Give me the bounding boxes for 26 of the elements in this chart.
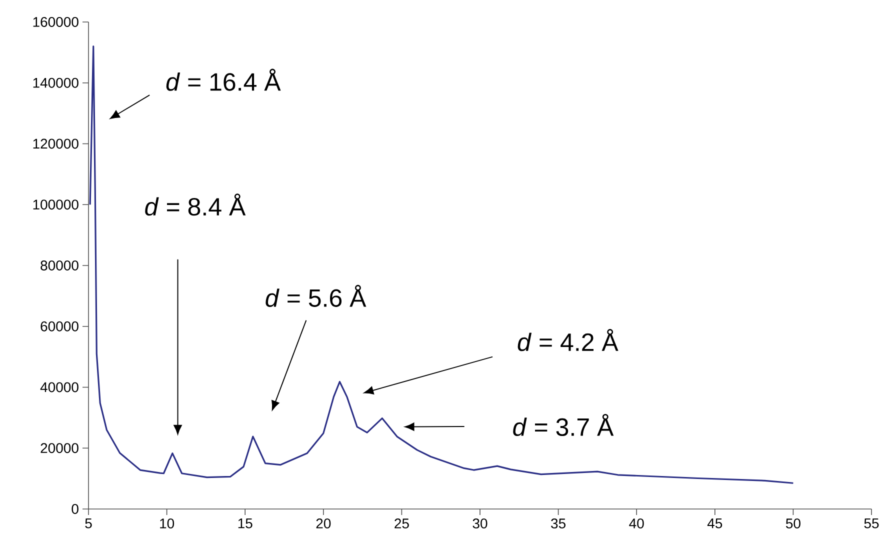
- y-tick-label: 0: [72, 504, 78, 514]
- annotation: d = 4.2 Å: [518, 329, 618, 352]
- x-tick-label: 50: [786, 518, 800, 528]
- annotation: d = 3.7 Å: [513, 414, 614, 436]
- x-tick-label: 30: [472, 518, 488, 528]
- y-tick-label: 100000: [33, 200, 78, 210]
- x-tick-label: 15: [238, 518, 252, 528]
- x-tick-label: 55: [864, 518, 879, 528]
- x-tick-label: 20: [316, 518, 331, 528]
- x-tick-label: 25: [394, 518, 409, 528]
- x-tick-label: 10: [160, 518, 174, 528]
- y-tick-label: 80000: [40, 260, 78, 270]
- x-tick-label: 40: [629, 518, 644, 528]
- line-series: [89, 46, 794, 484]
- y-tick-label: 120000: [33, 138, 78, 149]
- annotation: d = 5.6 Å: [266, 284, 366, 307]
- x-tick-label: 35: [551, 518, 566, 528]
- x-tick-label: 45: [707, 518, 722, 528]
- y-tick-label: 60000: [40, 321, 78, 332]
- y-tick-label: 140000: [33, 78, 78, 88]
- y-tick-label: 160000: [33, 17, 78, 27]
- y-tick-label: 20000: [40, 443, 78, 454]
- y-tick-label: 40000: [40, 382, 78, 392]
- annotation: d = 8.4 Å: [145, 194, 246, 216]
- x-tick-label: 5: [85, 518, 92, 528]
- annotation: d = 16.4 Å: [166, 68, 281, 91]
